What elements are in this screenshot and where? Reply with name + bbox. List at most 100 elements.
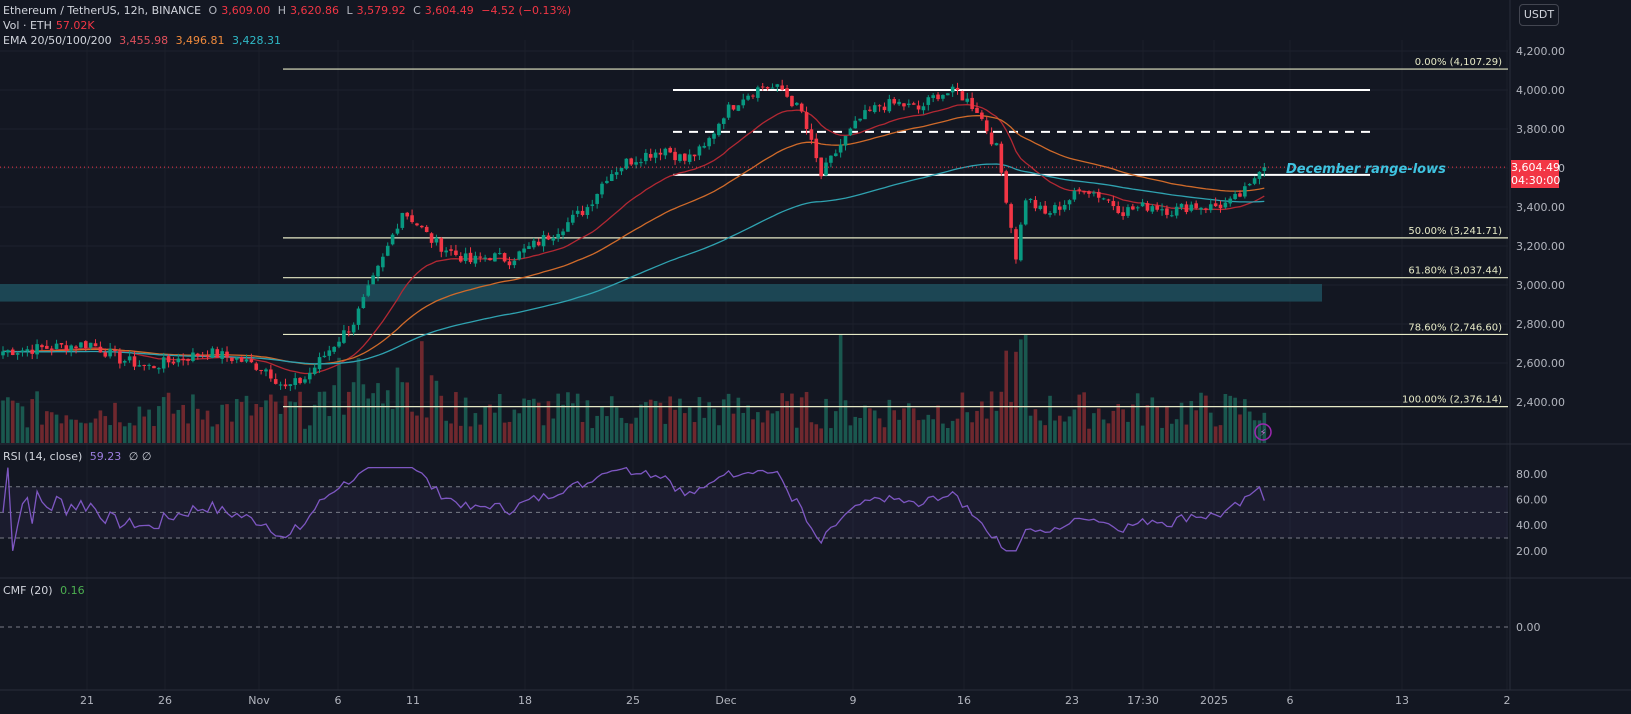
candle-body xyxy=(1223,202,1228,208)
cmf-label[interactable]: CMF (20) xyxy=(3,584,53,597)
candle-body xyxy=(712,133,716,139)
volume-bar xyxy=(254,403,259,443)
candle-body xyxy=(795,102,799,105)
volume-bar xyxy=(458,425,463,443)
candle-body xyxy=(434,237,439,243)
candle-body xyxy=(907,103,911,105)
candle-body xyxy=(624,158,629,169)
symbol-title[interactable]: Ethereum / TetherUS, 12h, BINANCE xyxy=(3,4,202,17)
volume-bar xyxy=(98,410,103,443)
volume-bar xyxy=(200,419,205,443)
volume-bar xyxy=(1077,394,1082,443)
candle-body xyxy=(1131,206,1135,210)
volume-bar xyxy=(20,406,25,443)
candle-body xyxy=(751,95,755,97)
volume-bar xyxy=(1233,397,1237,443)
volume-label[interactable]: Vol · ETH xyxy=(3,19,52,32)
candle-body xyxy=(663,148,668,156)
candle-body xyxy=(1238,193,1242,197)
high-value: 3,620.86 xyxy=(289,4,339,17)
volume-bar xyxy=(1179,402,1184,443)
candle-body xyxy=(332,346,336,352)
candle-body xyxy=(205,355,210,358)
volume-bar xyxy=(288,401,293,443)
rsi-tick-label: 20.00 xyxy=(1516,545,1548,558)
volume-bar xyxy=(1053,420,1057,443)
volume-bar xyxy=(721,399,726,443)
cmf-legend: CMF (20) 0.16 xyxy=(3,584,89,598)
candle-body xyxy=(1023,200,1028,225)
volume-bar xyxy=(1101,419,1106,443)
candle-body xyxy=(186,358,190,361)
candle-body xyxy=(1053,205,1057,214)
x-tick-label: 25 xyxy=(626,694,640,707)
volume-bar xyxy=(488,404,492,443)
volume-bar xyxy=(376,383,380,443)
fib-label: 78.60% (2,746.60) xyxy=(1408,322,1502,333)
rsi-label[interactable]: RSI (14, close) xyxy=(3,450,83,463)
volume-bar xyxy=(1009,402,1013,443)
volume-bar xyxy=(960,392,965,443)
volume-bar xyxy=(205,410,210,443)
candle-body xyxy=(273,379,278,384)
candle-body xyxy=(152,366,156,369)
candle-body xyxy=(64,345,69,351)
volume-bar xyxy=(702,417,707,443)
candle-body xyxy=(468,252,473,263)
x-tick-label: 21 xyxy=(80,694,94,707)
x-tick-label: 6 xyxy=(1287,694,1294,707)
volume-bar xyxy=(342,414,346,443)
volume-bar xyxy=(1257,420,1262,443)
candle-body xyxy=(809,129,814,140)
volume-bar xyxy=(196,408,200,443)
volume-bar xyxy=(1033,409,1038,443)
ema-lines xyxy=(2,103,1265,375)
volume-bar xyxy=(687,407,692,443)
candle-body xyxy=(902,103,906,107)
volume-bar xyxy=(157,406,161,443)
volume-bar xyxy=(1135,393,1140,443)
candle-body xyxy=(1057,206,1062,210)
candle-body xyxy=(1252,178,1257,184)
candle-body xyxy=(1092,192,1096,194)
candle-body xyxy=(361,297,366,309)
volume-bar xyxy=(59,423,64,443)
volume-bar xyxy=(775,411,780,443)
currency-unit-button[interactable]: USDT xyxy=(1519,4,1559,26)
volume-bar xyxy=(259,407,263,443)
volume-bar xyxy=(770,413,775,443)
candle-body xyxy=(1174,206,1179,216)
candle-body xyxy=(147,364,151,366)
candle-body xyxy=(507,261,512,266)
candle-body xyxy=(127,356,132,361)
volume-bar xyxy=(566,392,570,443)
volume-bar xyxy=(1247,411,1252,443)
candle-body xyxy=(385,245,390,256)
volume-bar xyxy=(1057,415,1062,443)
lightning-icon-bg[interactable] xyxy=(1254,423,1272,441)
candle-body xyxy=(868,109,872,111)
candle-body xyxy=(829,155,833,163)
candle-body xyxy=(848,128,853,136)
candle-body xyxy=(220,351,224,359)
volume-bar xyxy=(1019,339,1023,443)
volume-bar xyxy=(264,400,268,443)
volume-bar xyxy=(103,416,108,443)
x-tick-label: 26 xyxy=(158,694,172,707)
candle-body xyxy=(1009,204,1013,228)
candle-body xyxy=(1213,203,1218,207)
candle-body xyxy=(49,348,54,350)
rsi-pane xyxy=(0,466,1508,552)
volume-bar xyxy=(785,401,789,443)
candle-body xyxy=(1096,191,1101,198)
volume-bar xyxy=(1062,421,1067,443)
candle-body xyxy=(566,222,570,232)
volume-bar xyxy=(1208,412,1213,443)
volume-bar xyxy=(137,406,142,443)
candle-body xyxy=(644,152,648,162)
candle-body xyxy=(984,120,989,132)
candle-body xyxy=(444,250,448,253)
ema-label[interactable]: EMA 20/50/100/200 xyxy=(3,34,112,47)
